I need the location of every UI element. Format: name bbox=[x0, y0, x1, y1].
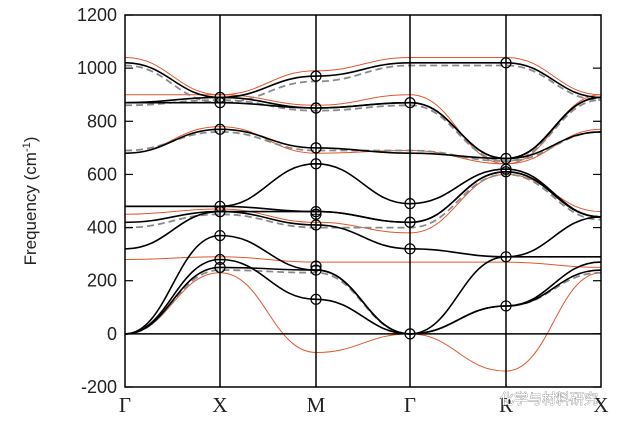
branch-red-21 bbox=[124, 56, 602, 96]
branch-gray_dashed-14 bbox=[124, 99, 602, 163]
branch-gray_dashed-15 bbox=[124, 64, 602, 104]
branch-black-6 bbox=[125, 162, 602, 218]
x-tick-label-1: X bbox=[212, 393, 227, 417]
branch-black-8 bbox=[125, 96, 602, 160]
x-tick-label-0: Γ bbox=[119, 393, 131, 417]
y-tick-label-6: 1000 bbox=[77, 58, 117, 78]
branch-black-2 bbox=[124, 234, 601, 335]
y-tick-label-7: 1200 bbox=[77, 5, 117, 25]
branch-gray_dashed-13 bbox=[124, 130, 602, 163]
y-axis-label-superscript: -1 bbox=[21, 142, 33, 152]
branch-black-1 bbox=[124, 258, 602, 335]
dispersion-branches bbox=[124, 56, 602, 372]
y-tick-label-3: 400 bbox=[87, 218, 117, 238]
y-axis-label: Frequency (cm-1) bbox=[21, 137, 40, 266]
y-tick-label-2: 200 bbox=[87, 271, 117, 291]
x-tick-label-2: M bbox=[307, 393, 326, 417]
plot-frame bbox=[124, 14, 602, 388]
branch-gray_dashed-11 bbox=[124, 269, 602, 335]
branch-black-9 bbox=[124, 96, 602, 160]
x-tick-label-5: X bbox=[593, 393, 608, 417]
high-symmetry-lines bbox=[219, 15, 507, 387]
branch-red-16 bbox=[124, 272, 602, 372]
watermark-text: 化学与材料研究 bbox=[500, 392, 598, 408]
x-tick-label-4: R bbox=[499, 393, 513, 417]
x-tick-label-3: Γ bbox=[404, 393, 416, 417]
y-tick-label-1: 0 bbox=[107, 324, 117, 344]
y-tick-label-0: -200 bbox=[81, 377, 117, 397]
branch-black-7 bbox=[124, 128, 602, 160]
y-tick-label-5: 800 bbox=[87, 111, 117, 131]
branch-black-10 bbox=[124, 61, 602, 99]
y-axis-ticks: -200 0 200 400 600 800 1000 1200 bbox=[77, 5, 601, 397]
y-axis-label-main: Frequency (cm bbox=[21, 152, 40, 265]
branch-red-17 bbox=[124, 256, 602, 268]
y-axis-label-close: ) bbox=[21, 137, 40, 143]
branch-gray_dashed-12 bbox=[124, 173, 602, 229]
y-tick-label-4: 600 bbox=[87, 164, 117, 184]
branch-black-3 bbox=[124, 210, 602, 258]
axes bbox=[124, 14, 602, 388]
